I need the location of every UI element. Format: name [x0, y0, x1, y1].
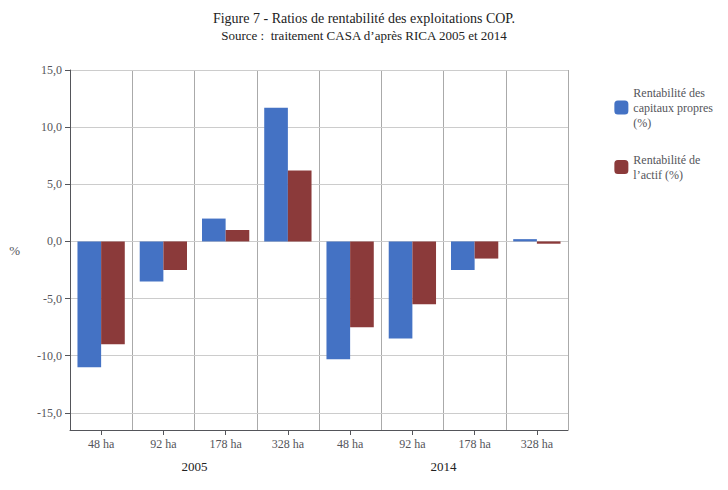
svg-text:2014: 2014 — [431, 459, 458, 474]
svg-text:92 ha: 92 ha — [150, 437, 177, 451]
svg-text:%: % — [9, 243, 20, 258]
svg-text:92 ha: 92 ha — [399, 437, 426, 451]
svg-text:Figure 7 - Ratios de rentabili: Figure 7 - Ratios de rentabilité des exp… — [213, 11, 515, 26]
svg-text:-10,0: -10,0 — [37, 349, 62, 363]
svg-text:5,0: 5,0 — [47, 177, 62, 191]
svg-text:2005: 2005 — [182, 459, 208, 474]
svg-text:l’actif (%): l’actif (%) — [633, 168, 683, 182]
svg-text:-15,0: -15,0 — [37, 406, 62, 420]
svg-text:178 ha: 178 ha — [209, 437, 242, 451]
svg-text:Rentabilité de: Rentabilité de — [633, 153, 700, 167]
svg-text:178 ha: 178 ha — [458, 437, 491, 451]
svg-text:0,0: 0,0 — [47, 234, 62, 248]
svg-text:Source : traitement CASA d’ap: Source : traitement CASA d’après RICA 20… — [221, 28, 507, 43]
svg-text:10,0: 10,0 — [41, 120, 62, 134]
svg-text:48 ha: 48 ha — [88, 437, 115, 451]
svg-text:-5,0: -5,0 — [43, 292, 62, 306]
svg-text:Rentabilité des: Rentabilité des — [633, 86, 705, 100]
svg-text:(%): (%) — [633, 116, 651, 130]
svg-text:328 ha: 328 ha — [272, 437, 305, 451]
svg-text:328 ha: 328 ha — [521, 437, 554, 451]
svg-text:48 ha: 48 ha — [337, 437, 364, 451]
svg-text:capitaux propres: capitaux propres — [633, 101, 713, 115]
svg-text:15,0: 15,0 — [41, 63, 62, 77]
